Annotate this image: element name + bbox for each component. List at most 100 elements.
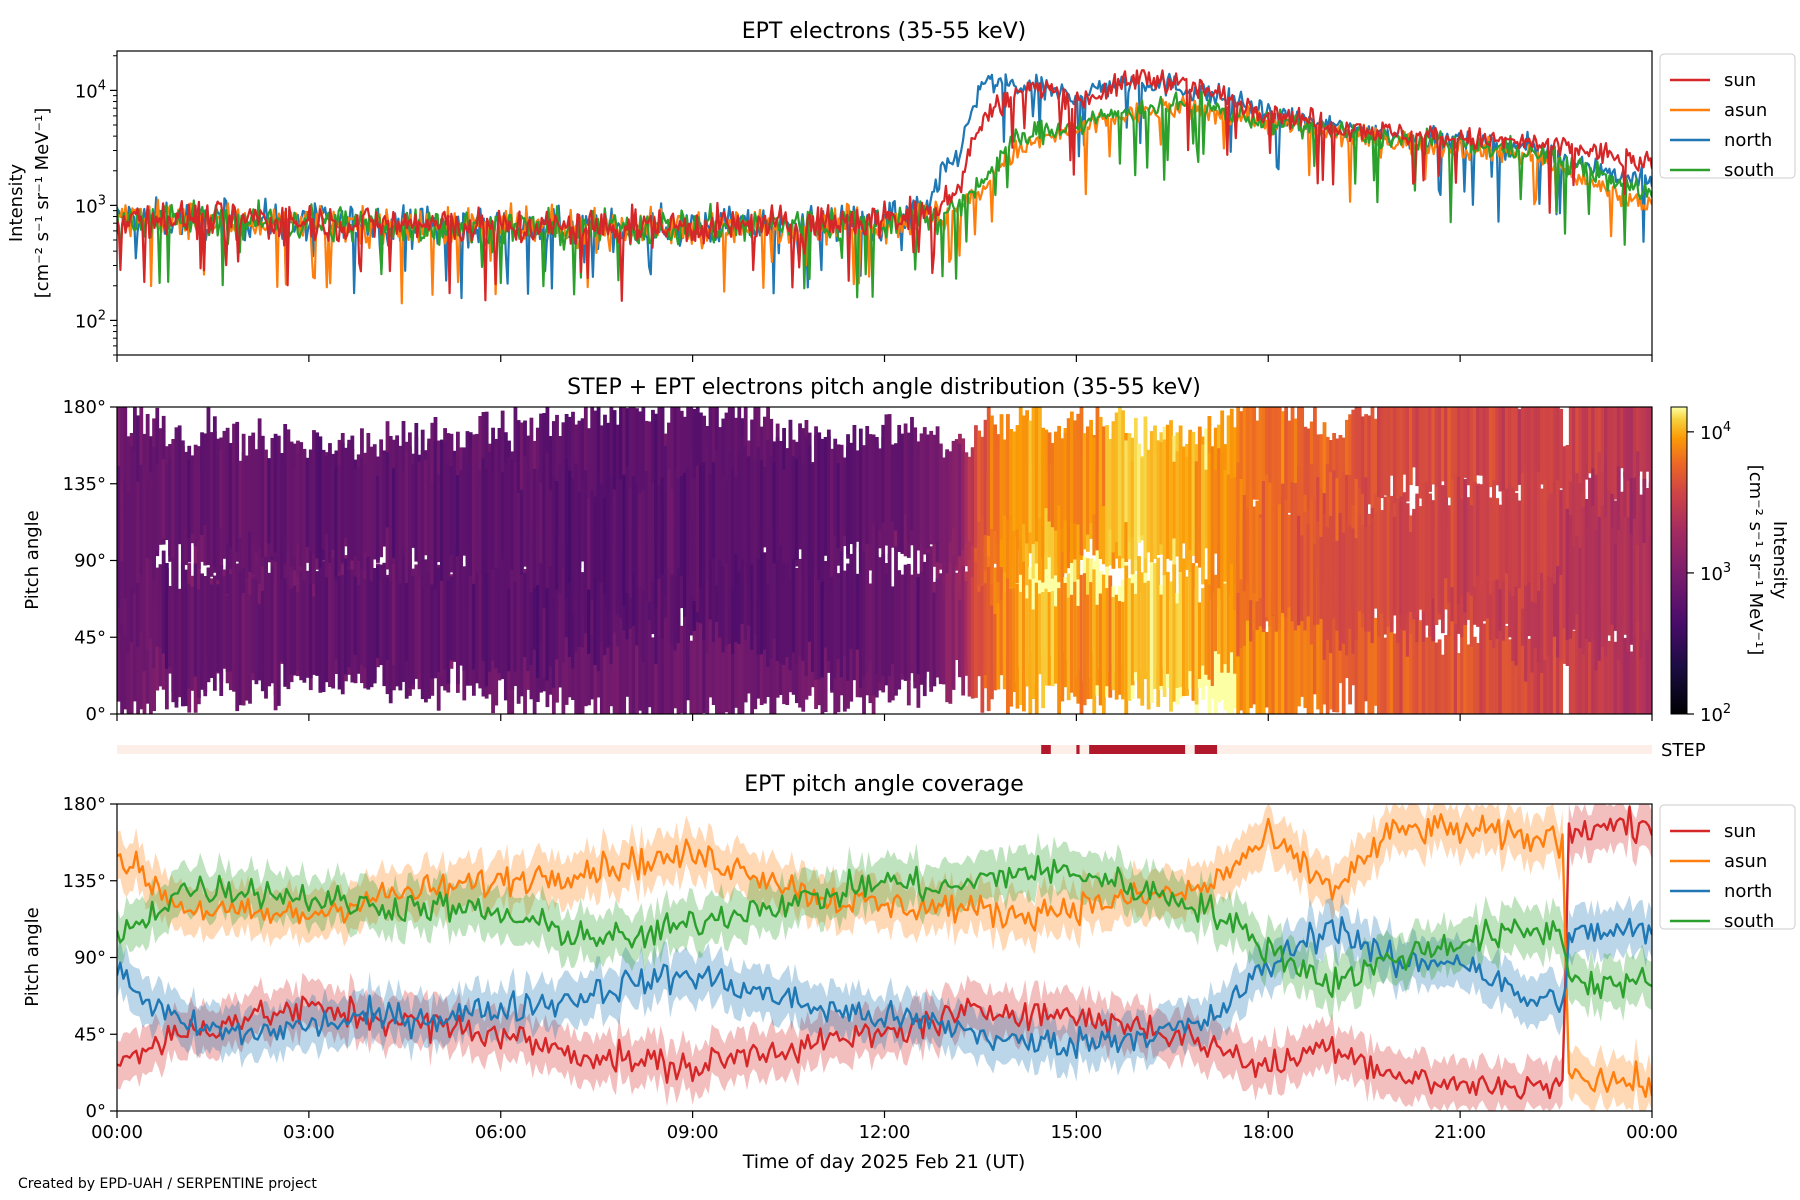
pad-cell: [858, 540, 863, 688]
pad-cell: [1402, 407, 1407, 475]
pad-cell: [1258, 517, 1263, 599]
pad-cell: [161, 550, 166, 654]
pad-cell: [651, 534, 655, 635]
pad-cell: [798, 558, 802, 657]
pad-cell: [686, 466, 691, 580]
pad-cell: [1188, 429, 1193, 550]
pad-cell: [794, 568, 799, 664]
pad-cell: [1252, 407, 1257, 500]
step-active-interval: [1076, 745, 1080, 754]
pad-cell: [1105, 588, 1109, 687]
pad-cell: [737, 584, 742, 714]
pad-cell: [513, 568, 518, 672]
pad-cell: [1079, 407, 1084, 556]
pad-cell: [433, 576, 438, 678]
pad-cell: [209, 584, 214, 678]
pad-cell: [740, 589, 745, 714]
pad-cell: [644, 470, 649, 600]
pad-cell: [235, 421, 240, 552]
pad-cell: [1632, 633, 1637, 714]
pad-cell: [1249, 619, 1253, 709]
pad-cell: [1616, 529, 1621, 660]
pad-cell: [817, 555, 822, 680]
pad-cell: [1527, 551, 1532, 637]
pad-cell: [126, 493, 131, 583]
pad-cell: [836, 573, 841, 659]
pad-cell: [1556, 641, 1560, 714]
pad-cell: [1402, 492, 1407, 631]
pad-cell: [1479, 407, 1484, 476]
pad-cell: [334, 466, 339, 577]
pad-cell: [1501, 407, 1506, 501]
pad-cell: [1053, 606, 1058, 684]
pad-cell: [1642, 627, 1647, 714]
pad-cell: [590, 407, 595, 528]
pad-cell: [635, 482, 639, 587]
pad-cell: [439, 439, 444, 581]
pad-cell: [1447, 630, 1452, 714]
pad-cell: [622, 407, 627, 525]
pad-cell: [1440, 485, 1445, 634]
pad-cell: [990, 415, 994, 529]
pad-cell: [1565, 508, 1570, 640]
pad-cell: [670, 620, 675, 714]
pad-cell: [762, 552, 767, 650]
pad-cell: [871, 434, 876, 524]
pad-cell: [1648, 482, 1652, 589]
pad-cell: [743, 445, 748, 576]
pad-cell: [161, 459, 166, 539]
pad-cell: [667, 468, 671, 569]
pad-cell: [1098, 593, 1103, 706]
pad-cell: [1460, 499, 1464, 596]
pad-cell: [209, 432, 214, 565]
pad-cell: [1309, 498, 1314, 645]
pad-cell: [126, 519, 131, 653]
pad-cell: [977, 592, 982, 677]
pad-cell: [894, 546, 898, 696]
pad-cell: [510, 459, 515, 570]
pad-cell: [916, 441, 921, 543]
pad-cell: [417, 572, 422, 674]
pad-cell: [1041, 427, 1045, 526]
pad-cell: [152, 446, 156, 580]
pad-cell: [807, 565, 812, 642]
pad-cell: [654, 413, 659, 540]
pad-cell: [603, 414, 607, 518]
pad-cell: [596, 525, 601, 672]
pad-cell: [1236, 462, 1241, 593]
pad-cell: [212, 416, 217, 567]
pad-cell: [993, 614, 998, 691]
pad-cell: [312, 596, 316, 675]
pad-cell: [462, 455, 467, 556]
pad-cell: [874, 442, 879, 526]
pad-cell: [660, 477, 665, 575]
pad-cell: [1034, 582, 1039, 714]
pad-cell: [526, 538, 531, 671]
pad-cell: [564, 458, 569, 598]
pad-cell: [676, 530, 681, 643]
pad-cell: [1015, 425, 1020, 530]
pad-cell: [289, 588, 294, 675]
pad-cell: [241, 433, 246, 568]
pad-cell: [1533, 568, 1538, 649]
pad-cell: [699, 465, 703, 588]
pad-cell: [804, 436, 809, 562]
pad-cell: [1274, 407, 1279, 502]
pad-cell: [715, 449, 719, 586]
pad-cell: [1191, 563, 1196, 701]
pad-cell: [1556, 407, 1560, 483]
pad-cell: [663, 592, 668, 714]
pad-cell: [769, 603, 774, 714]
pad-cell: [1604, 407, 1608, 501]
pad-cell: [881, 424, 886, 523]
pad-cell: [1162, 571, 1167, 697]
pad-cell: [641, 531, 646, 663]
pad-cell: [1543, 644, 1548, 714]
pad-cell: [1345, 518, 1349, 656]
pad-cell: [644, 620, 649, 714]
pad-cell: [606, 486, 611, 612]
colorbar-tick-label: 103: [1700, 561, 1731, 585]
pad-cell: [628, 599, 633, 714]
pad-cell: [251, 432, 256, 542]
pad-cell: [1117, 407, 1122, 556]
